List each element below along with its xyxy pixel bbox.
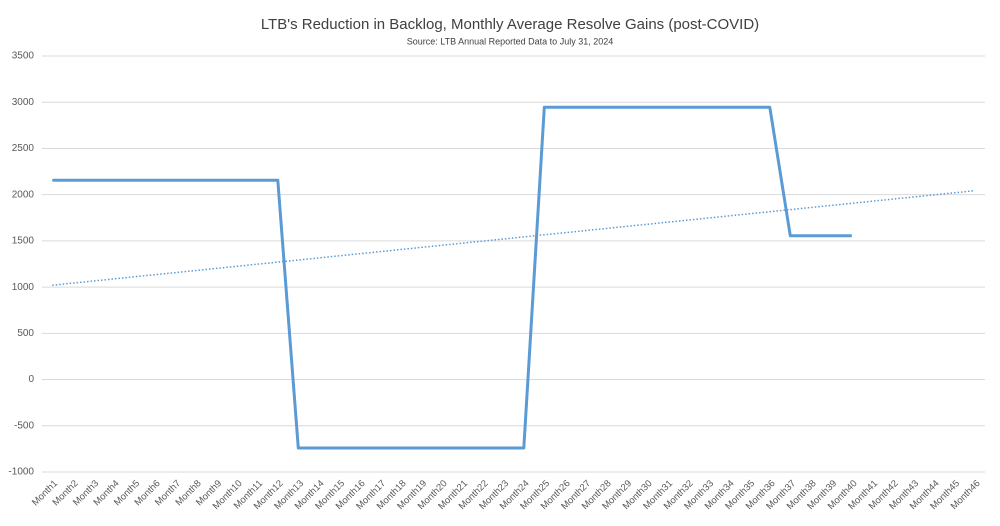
- trendline: [52, 189, 975, 286]
- y-tick-label: 1500: [12, 236, 35, 247]
- line-series: [52, 105, 852, 450]
- y-tick-label: -1000: [8, 467, 34, 478]
- y-tick-label: 1000: [12, 282, 35, 293]
- chart-title: LTB's Reduction in Backlog, Monthly Aver…: [261, 16, 759, 33]
- chart-subtitle: Source: LTB Annual Reported Data to July…: [407, 36, 613, 46]
- y-tick-label: -500: [14, 420, 34, 431]
- y-tick-label: 3000: [12, 97, 35, 108]
- y-tick-label: 500: [17, 328, 34, 339]
- y-tick-label: 2500: [12, 143, 35, 154]
- y-tick-label: 0: [28, 374, 34, 385]
- y-tick-label: 2000: [12, 189, 35, 200]
- y-tick-label: 3500: [12, 51, 35, 62]
